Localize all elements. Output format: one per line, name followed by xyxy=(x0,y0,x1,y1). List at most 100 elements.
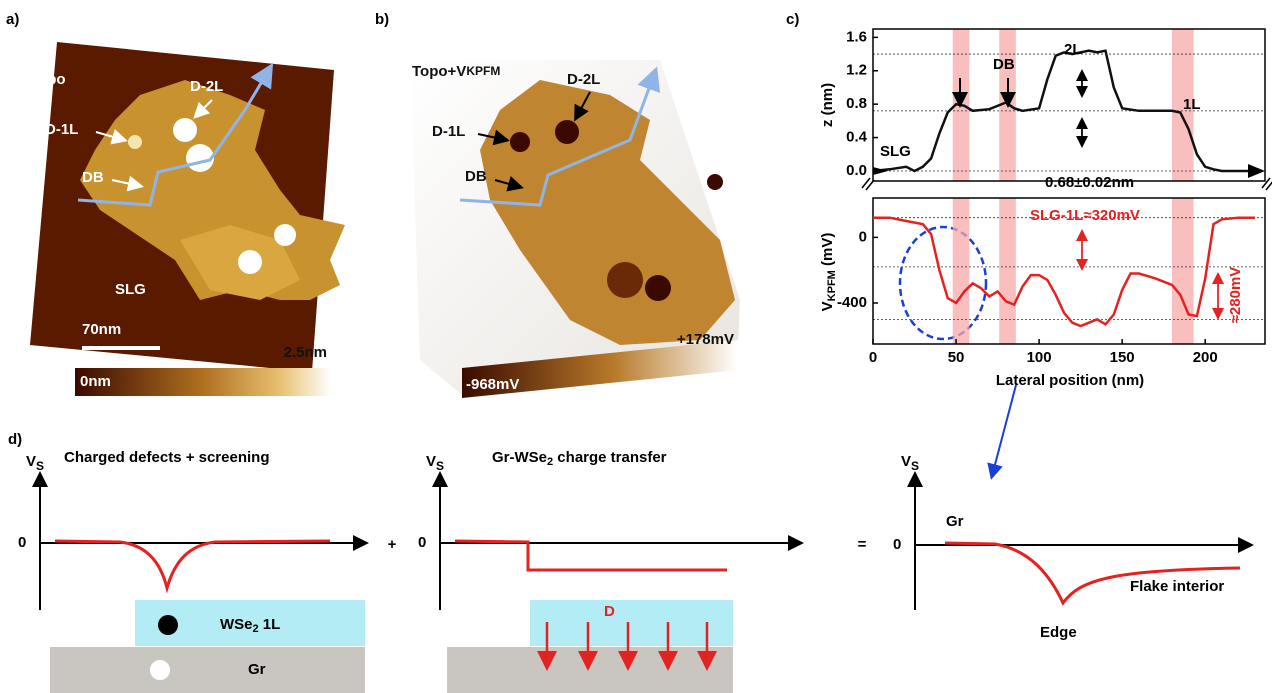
flake xyxy=(480,80,735,345)
defect xyxy=(555,120,579,144)
panel-letter: d) xyxy=(8,431,22,448)
arrow xyxy=(987,384,1017,480)
arrow xyxy=(494,176,524,192)
image-charge xyxy=(150,660,170,680)
label: D-2L xyxy=(567,71,600,88)
y-tick-label: 0.4 xyxy=(846,129,868,146)
defect xyxy=(510,132,530,152)
annotation: SLG-1L≈320mV xyxy=(1030,207,1140,224)
colorbar-max: +178mV xyxy=(677,331,734,348)
label: DB xyxy=(465,168,487,185)
x-axis-label: Lateral position (nm) xyxy=(996,372,1144,389)
defect xyxy=(607,262,643,298)
highlight-band xyxy=(952,198,970,344)
zero: 0 xyxy=(893,536,901,553)
graphene-layer xyxy=(447,647,733,693)
label: D-1L xyxy=(432,123,465,140)
label: SLG xyxy=(115,281,146,298)
profile-path xyxy=(77,62,274,207)
y-tick-label: 1.2 xyxy=(846,62,867,79)
y-axis-label-part: (mV) xyxy=(819,233,836,271)
colorbar xyxy=(462,340,738,398)
annotation: 2L xyxy=(1064,41,1082,58)
x-tick-label: 150 xyxy=(1110,349,1135,366)
profile-line xyxy=(873,216,1255,328)
label: Edge xyxy=(1040,624,1077,641)
x-tick-label: 200 xyxy=(1193,349,1218,366)
colorbar-min: -968mV xyxy=(466,376,519,393)
panel-letter: b) xyxy=(375,11,389,28)
arrow xyxy=(574,91,591,122)
defect xyxy=(238,250,262,274)
annotation: DB xyxy=(993,56,1015,73)
y-tick-label: 1.6 xyxy=(846,28,867,45)
label: DB xyxy=(82,169,104,186)
profile-line xyxy=(872,49,1255,173)
y-axis-label-part: KPFM xyxy=(826,270,838,301)
arrow xyxy=(193,99,213,119)
dipole-label: D xyxy=(604,603,615,620)
defect xyxy=(274,224,296,246)
plot-frame xyxy=(872,197,1266,345)
y-axis-label: z (nm) xyxy=(819,83,836,127)
panel-letter: c) xyxy=(786,11,799,28)
highlight-band xyxy=(1171,29,1194,181)
annotation: 0.68±0.02nm xyxy=(1045,174,1134,191)
x-tick-label: 100 xyxy=(1027,349,1052,366)
label: D-1L xyxy=(45,121,78,138)
plus: + xyxy=(388,536,397,553)
axis-end xyxy=(1248,164,1265,178)
annotation: SLG xyxy=(880,143,911,160)
y-tick-label: 0 xyxy=(859,228,867,245)
colorbar-min: 0nm xyxy=(80,373,111,390)
axis-break xyxy=(1261,177,1272,191)
axis-label: VS xyxy=(901,453,919,473)
axis-start xyxy=(873,167,888,175)
equals: = xyxy=(858,536,867,553)
axis-label: VS xyxy=(26,453,44,473)
y-tick-label: 0.8 xyxy=(846,95,867,112)
arrow xyxy=(95,129,128,145)
defect xyxy=(128,135,142,149)
highlight-band xyxy=(999,198,1016,344)
axis-break xyxy=(861,177,875,191)
panel-letter: a) xyxy=(6,11,19,28)
label: Topo+VKPFM xyxy=(412,63,500,80)
x-tick-label: 50 xyxy=(948,349,965,366)
potential-curve xyxy=(454,539,727,572)
arrow xyxy=(111,175,144,192)
colorbar xyxy=(75,368,331,396)
x-tick-label: 0 xyxy=(869,349,877,366)
label: D-2L xyxy=(190,78,223,95)
zero: 0 xyxy=(18,534,26,551)
y-axis-label-part: V xyxy=(819,301,836,311)
potential-curve xyxy=(54,539,331,594)
plot-frame xyxy=(872,28,1266,182)
layer-label: Gr xyxy=(248,661,266,678)
potential-curve xyxy=(944,541,1241,606)
defect xyxy=(707,174,723,190)
title: Gr-WSe2 charge transfer xyxy=(492,449,667,468)
y-tick-label: -400 xyxy=(837,294,867,311)
label: Flake interior xyxy=(1130,578,1224,595)
label: Gr xyxy=(946,513,964,530)
layer-label: WSe2 1L xyxy=(220,616,280,635)
graphene-layer xyxy=(50,647,365,693)
y-axis-label: VKPFM (mV) xyxy=(819,233,838,312)
axis-label: VS xyxy=(426,453,444,473)
annotation: 1L xyxy=(1183,96,1201,113)
title: Charged defects + screening xyxy=(64,449,270,466)
scale-label: 70nm xyxy=(82,321,121,338)
wse2-layer xyxy=(530,600,733,646)
annotation: ≈280mV xyxy=(1227,267,1244,324)
highlight-band xyxy=(1171,198,1194,344)
zero: 0 xyxy=(418,534,426,551)
highlight-ellipse xyxy=(898,225,988,341)
charged-defect xyxy=(158,615,178,635)
y-tick-label: 0.0 xyxy=(846,162,867,179)
defect xyxy=(645,275,671,301)
label: Topo xyxy=(30,71,66,88)
profile-path xyxy=(459,66,661,207)
colorbar-max: 2.5nm xyxy=(284,344,327,361)
